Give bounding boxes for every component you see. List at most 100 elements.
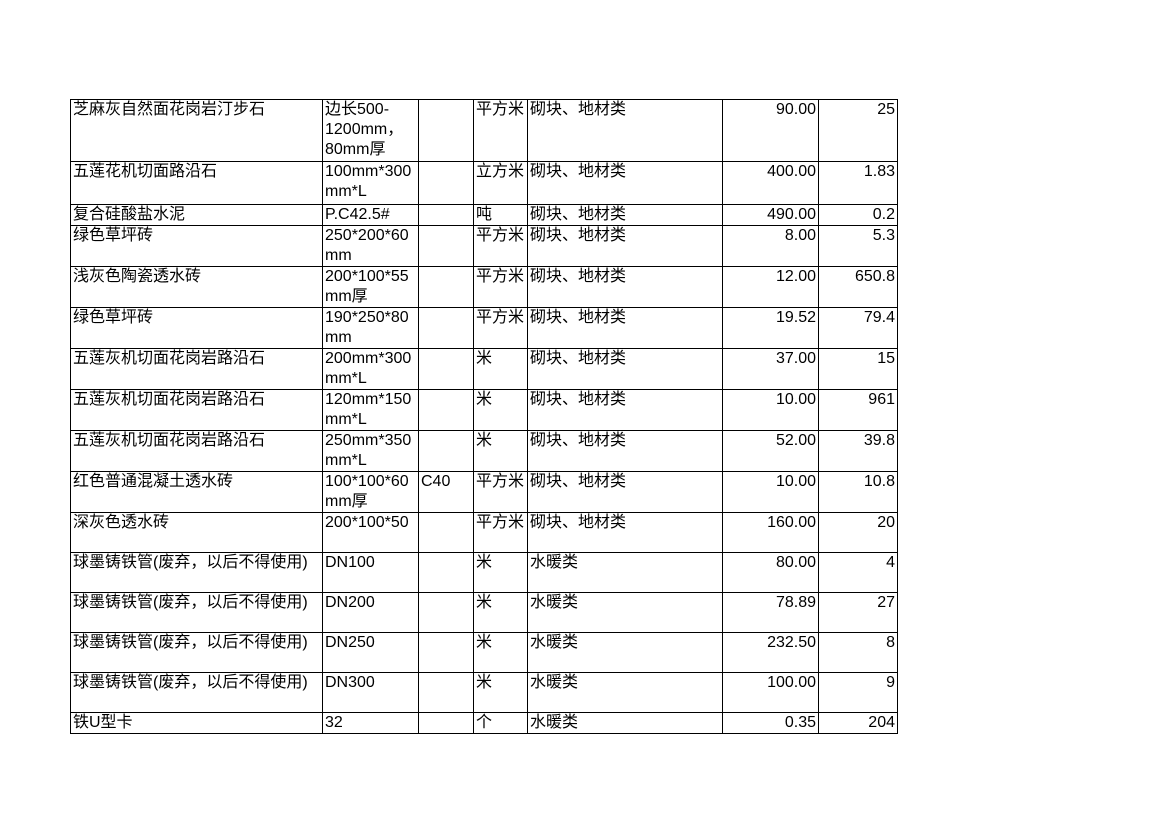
cell-price: 232.50 (722, 632, 819, 673)
cell-specification: DN100 (322, 552, 419, 593)
cell-unit: 米 (473, 389, 528, 431)
cell-price: 10.00 (722, 389, 819, 431)
cell-material-name: 复合硅酸盐水泥 (70, 204, 323, 226)
cell-unit: 吨 (473, 204, 528, 226)
cell-material-name: 球墨铸铁管(废弃，以后不得使用) (70, 552, 323, 593)
cell-grade (418, 430, 474, 472)
cell-price: 80.00 (722, 552, 819, 593)
cell-category: 砌块、地材类 (527, 225, 723, 267)
cell-category: 水暖类 (527, 592, 723, 633)
cell-unit: 平方米 (473, 471, 528, 513)
cell-quantity: 27 (818, 592, 898, 633)
cell-unit: 米 (473, 672, 528, 713)
cell-unit: 平方米 (473, 266, 528, 308)
cell-specification: 32 (322, 712, 419, 734)
cell-material-name: 球墨铸铁管(废弃，以后不得使用) (70, 592, 323, 633)
cell-unit: 米 (473, 632, 528, 673)
cell-material-name: 芝麻灰自然面花岗岩汀步石 (70, 99, 323, 162)
cell-quantity: 1.83 (818, 161, 898, 205)
table-row: 绿色草坪砖 250*200*60mm 平方米 砌块、地材类 8.00 5.3 (70, 225, 898, 267)
materials-table-body: 芝麻灰自然面花岗岩汀步石 边长500-1200mm，80mm厚 平方米 砌块、地… (70, 99, 898, 734)
table-row: 深灰色透水砖 200*100*50 平方米 砌块、地材类 160.00 20 (70, 512, 898, 553)
cell-specification: DN200 (322, 592, 419, 633)
table-row: 复合硅酸盐水泥 P.C42.5# 吨 砌块、地材类 490.00 0.2 (70, 204, 898, 226)
cell-price: 37.00 (722, 348, 819, 390)
cell-grade (418, 632, 474, 673)
table-row: 五莲灰机切面花岗岩路沿石 120mm*150mm*L 米 砌块、地材类 10.0… (70, 389, 898, 431)
cell-unit: 立方米 (473, 161, 528, 205)
cell-grade (418, 389, 474, 431)
cell-specification: 200mm*300mm*L (322, 348, 419, 390)
cell-price: 19.52 (722, 307, 819, 349)
table-row: 芝麻灰自然面花岗岩汀步石 边长500-1200mm，80mm厚 平方米 砌块、地… (70, 99, 898, 162)
cell-specification: DN300 (322, 672, 419, 713)
cell-price: 52.00 (722, 430, 819, 472)
table-row: 五莲花机切面路沿石 100mm*300mm*L 立方米 砌块、地材类 400.0… (70, 161, 898, 205)
cell-quantity: 0.2 (818, 204, 898, 226)
cell-unit: 平方米 (473, 307, 528, 349)
cell-material-name: 球墨铸铁管(废弃，以后不得使用) (70, 672, 323, 713)
cell-material-name: 红色普通混凝土透水砖 (70, 471, 323, 513)
cell-grade (418, 161, 474, 205)
cell-grade (418, 672, 474, 713)
cell-quantity: 5.3 (818, 225, 898, 267)
cell-material-name: 绿色草坪砖 (70, 225, 323, 267)
cell-grade (418, 204, 474, 226)
cell-category: 砌块、地材类 (527, 512, 723, 553)
cell-material-name: 球墨铸铁管(废弃，以后不得使用) (70, 632, 323, 673)
cell-specification: 100*100*60mm厚 (322, 471, 419, 513)
cell-unit: 个 (473, 712, 528, 734)
cell-material-name: 浅灰色陶瓷透水砖 (70, 266, 323, 308)
table-row: 球墨铸铁管(废弃，以后不得使用) DN250 米 水暖类 232.50 8 (70, 632, 898, 673)
table-row: 球墨铸铁管(废弃，以后不得使用) DN200 米 水暖类 78.89 27 (70, 592, 898, 633)
cell-quantity: 9 (818, 672, 898, 713)
cell-specification: 200*100*55mm厚 (322, 266, 419, 308)
table-row: 浅灰色陶瓷透水砖 200*100*55mm厚 平方米 砌块、地材类 12.00 … (70, 266, 898, 308)
cell-quantity: 39.8 (818, 430, 898, 472)
cell-grade (418, 307, 474, 349)
cell-grade (418, 348, 474, 390)
table-row: 五莲灰机切面花岗岩路沿石 200mm*300mm*L 米 砌块、地材类 37.0… (70, 348, 898, 390)
cell-specification: 100mm*300mm*L (322, 161, 419, 205)
cell-grade (418, 592, 474, 633)
cell-quantity: 10.8 (818, 471, 898, 513)
cell-price: 400.00 (722, 161, 819, 205)
cell-specification: 120mm*150mm*L (322, 389, 419, 431)
cell-price: 100.00 (722, 672, 819, 713)
cell-price: 10.00 (722, 471, 819, 513)
cell-grade (418, 99, 474, 162)
cell-grade: C40 (418, 471, 474, 513)
cell-quantity: 650.8 (818, 266, 898, 308)
cell-category: 砌块、地材类 (527, 389, 723, 431)
cell-quantity: 961 (818, 389, 898, 431)
cell-material-name: 铁U型卡 (70, 712, 323, 734)
cell-price: 90.00 (722, 99, 819, 162)
materials-table-container: 芝麻灰自然面花岗岩汀步石 边长500-1200mm，80mm厚 平方米 砌块、地… (70, 99, 898, 734)
cell-specification: 200*100*50 (322, 512, 419, 553)
cell-specification: 250*200*60mm (322, 225, 419, 267)
cell-material-name: 五莲花机切面路沿石 (70, 161, 323, 205)
cell-grade (418, 266, 474, 308)
cell-price: 78.89 (722, 592, 819, 633)
cell-category: 砌块、地材类 (527, 307, 723, 349)
table-row: 球墨铸铁管(废弃，以后不得使用) DN300 米 水暖类 100.00 9 (70, 672, 898, 713)
cell-category: 水暖类 (527, 672, 723, 713)
materials-table: 芝麻灰自然面花岗岩汀步石 边长500-1200mm，80mm厚 平方米 砌块、地… (70, 99, 898, 734)
table-row: 五莲灰机切面花岗岩路沿石 250mm*350mm*L 米 砌块、地材类 52.0… (70, 430, 898, 472)
cell-quantity: 79.4 (818, 307, 898, 349)
cell-unit: 平方米 (473, 99, 528, 162)
cell-quantity: 4 (818, 552, 898, 593)
cell-category: 水暖类 (527, 552, 723, 593)
cell-specification: P.C42.5# (322, 204, 419, 226)
cell-category: 砌块、地材类 (527, 161, 723, 205)
cell-price: 8.00 (722, 225, 819, 267)
cell-specification: 250mm*350mm*L (322, 430, 419, 472)
cell-material-name: 绿色草坪砖 (70, 307, 323, 349)
cell-unit: 米 (473, 592, 528, 633)
cell-unit: 米 (473, 552, 528, 593)
cell-unit: 平方米 (473, 225, 528, 267)
cell-quantity: 15 (818, 348, 898, 390)
cell-category: 砌块、地材类 (527, 471, 723, 513)
table-row: 球墨铸铁管(废弃，以后不得使用) DN100 米 水暖类 80.00 4 (70, 552, 898, 593)
